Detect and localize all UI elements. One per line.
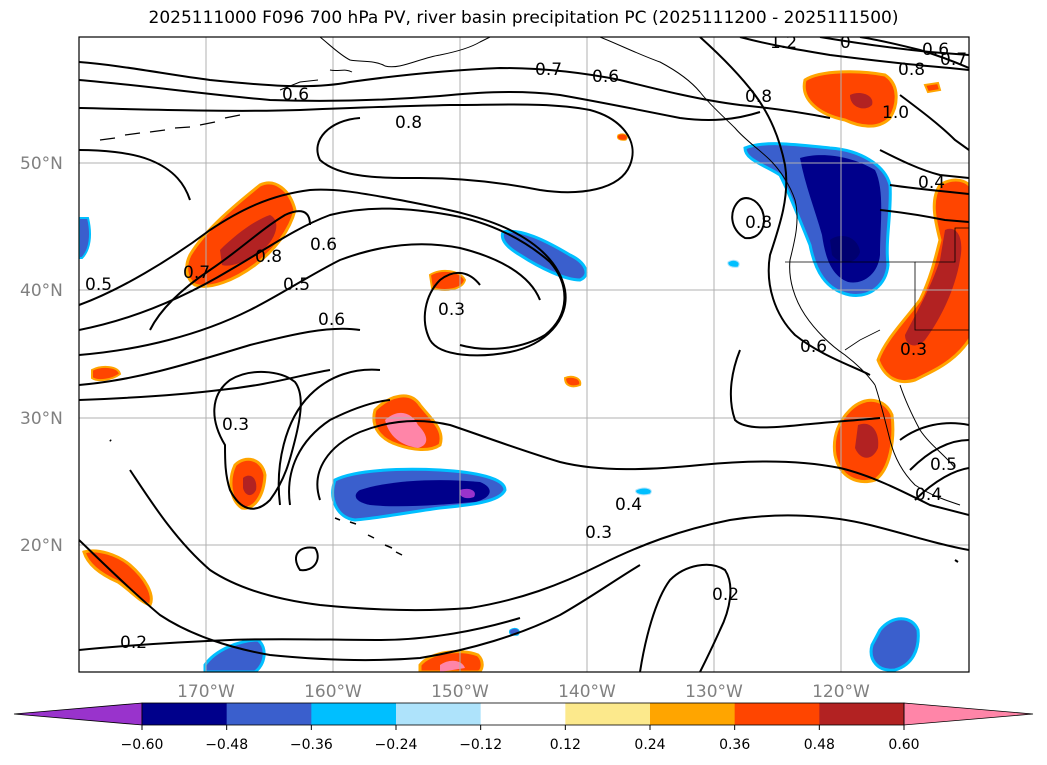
contour-label: 0.6 (318, 310, 345, 330)
lon-label-160w: 160°W (304, 682, 362, 702)
colorbar-extend-right (903, 702, 1034, 726)
colorbar-tick-label: −0.24 (375, 737, 418, 753)
contour-label-group: 1.2 0 0.6 0.7 0.8 0.7 0.6 0.6 0.8 0.8 1.… (85, 33, 967, 653)
colorbar-segment (650, 703, 736, 725)
lat-label-30n: 30°N (20, 409, 63, 429)
contour-label: 0.8 (255, 247, 282, 267)
contour-label: 0.6 (310, 235, 337, 255)
contour-label: 0.5 (85, 275, 112, 295)
colorbar-segment (480, 703, 566, 725)
contour-label: 0.6 (800, 337, 827, 357)
lon-label-170w: 170°W (177, 682, 235, 702)
colorbar: −0.60 −0.48 −0.36 −0.24 −0.12 0.12 0.24 0.36 0.4… (13, 702, 1034, 753)
precip-positive-gulf-alaska (802, 70, 898, 128)
colorbar-tick-label: 0.36 (719, 737, 750, 753)
contour-label: 0.7 (940, 50, 967, 70)
contour-label: 0.8 (395, 113, 422, 133)
latitude-axis: 50°N 40°N 30°N 20°N (20, 154, 63, 556)
lat-label-40n: 40°N (20, 281, 63, 301)
contour-label: 0.5 (930, 455, 957, 475)
contour-label: 1.0 (882, 103, 909, 123)
contour-label: 0.8 (745, 213, 772, 233)
lat-label-50n: 50°N (20, 154, 63, 174)
contour-label: 0.2 (712, 585, 739, 605)
colorbar-segments (142, 703, 905, 725)
colorbar-tick-label: 0.24 (634, 737, 665, 753)
contour-label: 0.6 (922, 40, 949, 60)
contour-label: 0.4 (918, 173, 945, 193)
colorbar-segment (565, 703, 651, 725)
colorbar-tick-label: −0.12 (459, 737, 502, 753)
precip-negative-southeast (869, 617, 920, 672)
contour-label: 0.4 (615, 495, 642, 515)
contour-label: 0.3 (222, 415, 249, 435)
contour-label: 0.5 (283, 275, 310, 295)
contour-label: 0.4 (915, 485, 942, 505)
colorbar-tick-label: 0.60 (888, 737, 919, 753)
colorbar-segment (311, 703, 397, 725)
colorbar-tick-label: −0.48 (205, 737, 248, 753)
graticule (79, 37, 969, 672)
pv-contours (79, 37, 969, 672)
colorbar-segment (142, 703, 228, 725)
colorbar-tick-label: −0.60 (121, 737, 164, 753)
lon-label-130w: 130°W (685, 682, 743, 702)
lon-label-140w: 140°W (558, 682, 616, 702)
coastlines (99, 37, 969, 563)
colorbar-segment (396, 703, 482, 725)
colorbar-ticks: −0.60 −0.48 −0.36 −0.24 −0.12 0.12 0.24 0.36 0.4… (121, 725, 920, 753)
map-frame (78, 36, 970, 673)
colorbar-tick-label: 0.12 (550, 737, 581, 753)
lon-label-120w: 120°W (812, 682, 870, 702)
contour-label: 0.8 (898, 60, 925, 80)
contour-label: 0.6 (282, 85, 309, 105)
lon-label-150w: 150°W (431, 682, 489, 702)
colorbar-segment (226, 703, 312, 725)
contour-label: 0.2 (120, 633, 147, 653)
contour-label: 0 (840, 33, 851, 53)
contour-label: 0.7 (535, 60, 562, 80)
contour-label: 0.6 (592, 67, 619, 87)
colorbar-extend-left (13, 702, 143, 726)
colorbar-segment (819, 703, 905, 725)
map-title: 2025111000 F096 700 hPa PV, river basin … (148, 8, 899, 28)
map-area (79, 37, 969, 672)
contour-label: 1.2 (770, 33, 797, 53)
lat-label-20n: 20°N (20, 536, 63, 556)
contour-label: 0.3 (438, 300, 465, 320)
colorbar-segment (734, 703, 820, 725)
contour-label: 0.7 (183, 263, 210, 283)
colorbar-tick-label: 0.48 (804, 737, 835, 753)
contour-label: 0.8 (745, 87, 772, 107)
longitude-axis: 170°W 160°W 150°W 140°W 130°W 120°W (177, 682, 870, 702)
contour-label: 0.3 (585, 523, 612, 543)
colorbar-tick-label: −0.36 (290, 737, 333, 753)
contour-label: 0.3 (900, 340, 927, 360)
